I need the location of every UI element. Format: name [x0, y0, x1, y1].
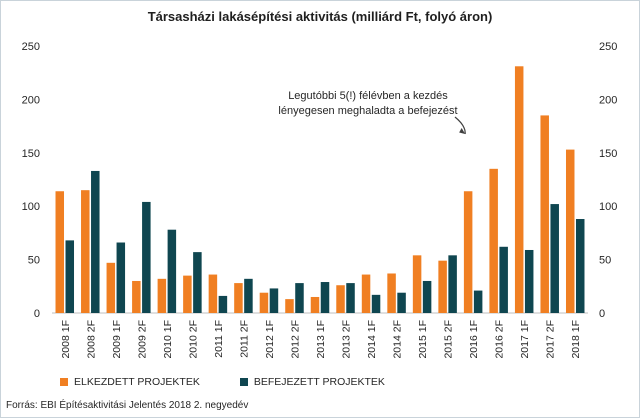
bar-started: [336, 285, 345, 313]
y-tick-right: 150: [599, 148, 617, 160]
x-tick-label: 2016 1F: [468, 320, 480, 359]
x-tick-label: 2010 2F: [187, 320, 199, 359]
bar-started: [208, 274, 218, 313]
x-tick-label: 2012 1F: [264, 320, 276, 359]
bar-started: [489, 168, 498, 313]
y-tick-right: 50: [599, 255, 611, 267]
legend-swatch-completed: [239, 378, 248, 386]
x-tick-label: 2008 1F: [60, 320, 72, 359]
bar-completed: [371, 294, 381, 313]
y-tick-left: 250: [22, 41, 40, 53]
legend-item-started: ELKEZDETT PROJEKTEK: [60, 376, 200, 388]
x-tick-label: 2015 2F: [443, 320, 455, 359]
bar-started: [412, 255, 422, 313]
bar-started: [259, 292, 269, 313]
x-tick-label: 2014 1F: [366, 320, 378, 359]
y-tick-right: 200: [599, 94, 617, 106]
bar-completed: [397, 292, 406, 313]
bar-completed: [499, 246, 508, 313]
bar-started: [132, 280, 141, 313]
x-tick-label: 2012 2F: [289, 320, 301, 359]
bar-started: [234, 283, 243, 313]
y-tick-right: 0: [599, 308, 605, 320]
bar-started: [540, 115, 549, 313]
bar-completed: [550, 204, 559, 313]
x-tick-label: 2015 1F: [417, 320, 429, 359]
bar-completed: [448, 255, 457, 313]
bar-started: [157, 278, 167, 313]
x-tick-label: 2014 2F: [392, 320, 404, 359]
annotation-text: lényegesen meghaladta a befejezést: [278, 105, 457, 117]
bar-completed: [320, 282, 330, 313]
bar-completed: [65, 240, 75, 313]
bar-started: [106, 262, 116, 313]
y-tick-right: 100: [599, 201, 617, 213]
bar-completed: [91, 170, 100, 313]
x-tick-label: 2017 2F: [545, 320, 557, 359]
x-tick-label: 2011 2F: [238, 320, 250, 358]
legend-label-completed: BEFEJEZETT PROJEKTEK: [253, 376, 385, 388]
chart-legend: ELKEZDETT PROJEKTEK BEFEJEZETT PROJEKTEK: [60, 376, 385, 388]
bar-completed: [167, 229, 177, 313]
x-tick-label: 2018 1F: [570, 320, 582, 359]
x-tick-label: 2009 2F: [136, 320, 148, 359]
bar-started: [81, 190, 90, 313]
bar-started: [310, 296, 320, 313]
bar-completed: [244, 278, 253, 313]
x-tick-label: 2013 2F: [341, 320, 353, 359]
bar-started: [565, 149, 575, 313]
x-tick-label: 2008 2F: [85, 320, 97, 359]
bar-completed: [295, 283, 304, 313]
bar-started: [438, 260, 447, 313]
y-tick-left: 150: [22, 148, 40, 160]
x-tick-label: 2017 1F: [519, 320, 531, 359]
bar-completed: [473, 290, 483, 313]
y-tick-left: 200: [22, 94, 40, 106]
bar-started: [387, 273, 396, 313]
bar-started: [514, 66, 524, 314]
legend-swatch-started: [60, 378, 68, 386]
x-tick-label: 2009 1F: [111, 320, 123, 359]
bar-completed: [422, 280, 432, 313]
legend-label-started: ELKEZDETT PROJEKTEK: [74, 376, 200, 388]
x-tick-label: 2016 2F: [494, 320, 506, 359]
bar-completed: [218, 295, 228, 313]
chart-title: Társasházi lakásépítési aktivitás (milli…: [147, 9, 493, 24]
annotation-arrowhead: [459, 128, 466, 134]
x-tick-label: 2013 1F: [315, 320, 327, 359]
bar-started: [285, 299, 294, 313]
x-tick-label: 2011 1F: [213, 320, 225, 358]
bar-completed: [346, 283, 355, 313]
y-tick-left: 50: [28, 255, 40, 267]
x-tick-label: 2010 1F: [162, 320, 174, 359]
bar-completed: [575, 219, 585, 313]
bar-completed: [269, 288, 279, 313]
bar-started: [361, 274, 371, 313]
bar-completed: [524, 249, 534, 313]
bar-started: [183, 275, 192, 313]
bar-completed: [116, 242, 126, 313]
y-tick-left: 100: [22, 201, 40, 213]
annotation-text: Legutóbbi 5(!) félévben a kezdés: [288, 90, 448, 102]
bar-started: [55, 191, 65, 313]
annotation-arrow: [454, 116, 466, 135]
legend-item-completed: BEFEJEZETT PROJEKTEK: [239, 376, 385, 388]
bar-completed: [193, 252, 202, 313]
bar-completed: [142, 201, 151, 313]
y-tick-left: 0: [34, 308, 40, 320]
y-tick-right: 250: [599, 41, 617, 53]
source-note: Forrás: EBI Építésaktivitási Jelentés 20…: [6, 400, 249, 411]
bar-started: [463, 191, 473, 313]
